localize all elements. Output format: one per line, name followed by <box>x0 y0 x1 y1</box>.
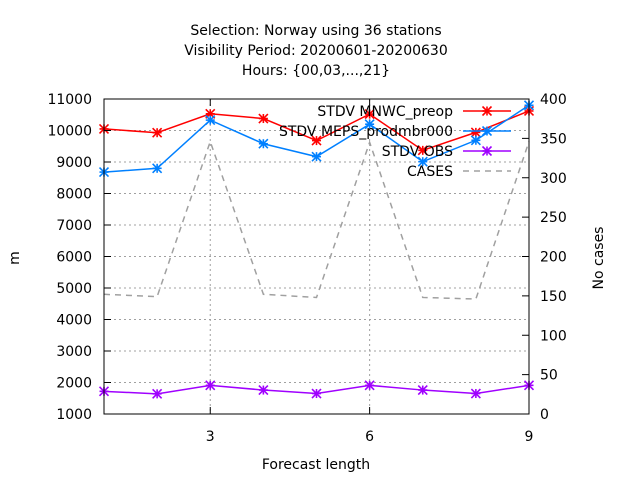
marker-stroke <box>470 135 481 146</box>
data-point <box>470 127 481 138</box>
data-point <box>364 380 375 391</box>
y-tick-label: 10000 <box>47 124 92 140</box>
marker-stroke <box>470 388 481 399</box>
legend-marker <box>481 125 493 137</box>
data-point <box>364 109 375 120</box>
grid <box>104 99 529 414</box>
marker-stroke <box>417 156 428 167</box>
marker-stroke <box>481 145 493 157</box>
marker-stroke <box>364 119 375 130</box>
marker-stroke <box>417 145 428 156</box>
data-point <box>470 135 481 146</box>
marker-stroke <box>311 135 322 146</box>
data-point <box>152 127 163 138</box>
marker-stroke <box>258 138 269 149</box>
y-tick-label: 11000 <box>47 92 92 108</box>
series-3 <box>103 139 530 300</box>
data-point <box>205 115 216 126</box>
y2-tick-label: 350 <box>540 131 567 147</box>
title-line: Visibility Period: 20200601-20200630 <box>184 43 448 59</box>
y-axis-label: m <box>7 251 23 265</box>
marker-stroke <box>311 151 322 162</box>
y2-axis-label: No cases <box>591 227 607 290</box>
y2-tick-label: 100 <box>540 328 567 344</box>
y-tick-label: 2000 <box>56 376 92 392</box>
y2-tick-label: 400 <box>540 92 567 108</box>
y2-tick-label: 0 <box>540 407 549 423</box>
x-tick-label: 9 <box>525 429 534 445</box>
data-point <box>417 156 428 167</box>
data-point <box>152 388 163 399</box>
marker-stroke <box>258 113 269 124</box>
x-axis-label: Forecast length <box>262 457 370 473</box>
data-point <box>470 388 481 399</box>
y-tick-label: 3000 <box>56 344 92 360</box>
legend-label: STDV MEPS_prodmbr000 <box>279 124 453 140</box>
y-tick-label: 7000 <box>56 218 92 234</box>
series-2 <box>98 380 535 399</box>
data-point <box>205 380 216 391</box>
title-line: Hours: {00,03,...,21} <box>242 63 390 79</box>
marker-stroke <box>481 105 493 117</box>
data-point <box>311 151 322 162</box>
y2-tick-label: 150 <box>540 289 567 305</box>
series-line <box>103 139 530 300</box>
y-tick-label: 9000 <box>56 155 92 171</box>
marker-stroke <box>470 127 481 138</box>
data-point <box>311 135 322 146</box>
marker-stroke <box>258 384 269 396</box>
data-point <box>417 145 428 156</box>
marker-stroke <box>481 125 493 137</box>
legend: STDV MNWC_preop STDV MEPS_prodmbr000 STDV … <box>279 104 511 180</box>
data-point <box>258 384 269 396</box>
data-point <box>311 388 322 399</box>
chart-title: Selection: Norway using 36 stations Visib… <box>184 23 448 79</box>
legend-marker <box>481 145 493 157</box>
legend-label: STDV OBS <box>382 144 453 160</box>
marker-stroke <box>417 384 428 396</box>
data-point <box>152 163 163 174</box>
legend-marker <box>481 105 493 117</box>
x-tick-label: 6 <box>365 429 374 445</box>
legend-label: STDV MNWC_preop <box>317 104 453 120</box>
marker-stroke <box>152 127 163 138</box>
data-point <box>258 138 269 149</box>
y-tick-label: 6000 <box>56 250 92 266</box>
y2-tick-label: 300 <box>540 171 567 187</box>
y2-tick-label: 250 <box>540 210 567 226</box>
y-tick-label: 8000 <box>56 187 92 203</box>
x-tick-label: 3 <box>206 429 215 445</box>
data-point <box>417 384 428 396</box>
marker-stroke <box>364 380 375 391</box>
marker-stroke <box>364 109 375 120</box>
series-area <box>98 100 535 399</box>
title-line: Selection: Norway using 36 stations <box>190 23 441 39</box>
y-tick-label: 1000 <box>56 407 92 423</box>
y2-tick-label: 50 <box>540 368 558 384</box>
y-tick-label: 4000 <box>56 313 92 329</box>
marker-stroke <box>205 380 216 391</box>
data-point <box>364 119 375 130</box>
marker-stroke <box>205 115 216 126</box>
marker-stroke <box>311 388 322 399</box>
data-point <box>258 113 269 124</box>
axes: 1000200030004000500060007000800090001000… <box>47 92 566 445</box>
y2-tick-label: 200 <box>540 250 567 266</box>
marker-stroke <box>152 388 163 399</box>
marker-stroke <box>152 163 163 174</box>
legend-label: CASES <box>407 164 453 180</box>
y-tick-label: 5000 <box>56 281 92 297</box>
